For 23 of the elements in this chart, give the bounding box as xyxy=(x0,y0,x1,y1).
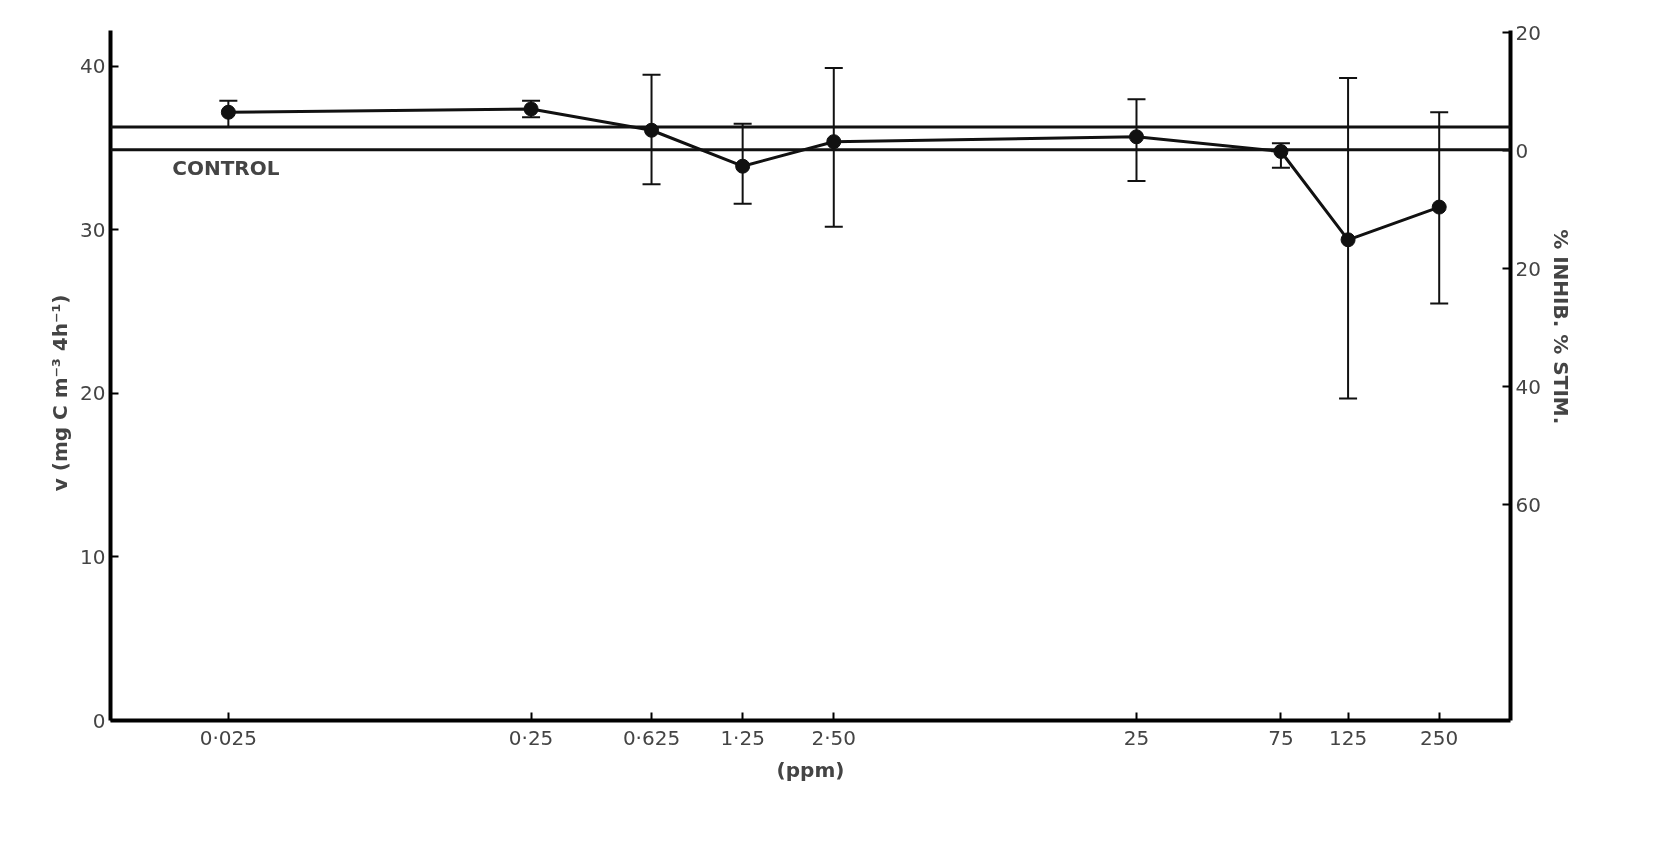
y-tick-label: 10 xyxy=(80,544,106,569)
ref-line-label: CONTROL xyxy=(172,155,280,180)
y-tick-label: 40 xyxy=(80,54,106,79)
x-tick-label: 0·625 xyxy=(622,725,681,750)
x-tick-label: 75 xyxy=(1268,725,1294,750)
y2-tick-label: 0 xyxy=(1515,138,1529,163)
y2-tick-label: 20 xyxy=(1515,256,1541,281)
x-tick-label: 2·50 xyxy=(811,725,857,750)
y2-axis-title: % INHIB. % STIM. xyxy=(1548,229,1573,425)
x-tick-label: 25 xyxy=(1123,725,1150,750)
x-tick-label: 0·25 xyxy=(508,725,554,750)
y-tick-label: 0 xyxy=(92,708,106,733)
x-tick-label: 0·025 xyxy=(199,725,257,750)
y-axis-title: v (mg C m⁻³ 4h⁻¹) xyxy=(48,294,73,492)
y2-tick-label: 60 xyxy=(1515,492,1541,517)
x-tick-label: 250 xyxy=(1420,725,1459,750)
x-tick-label: 125 xyxy=(1328,725,1368,750)
x-tick-label: 1·25 xyxy=(720,725,765,750)
y2-tick-label: 20 xyxy=(1515,20,1541,45)
x-axis-title: (ppm) xyxy=(776,757,845,782)
y-tick-label: 30 xyxy=(80,217,106,242)
y-tick-label: 20 xyxy=(80,381,106,406)
y2-tick-label: 40 xyxy=(1515,374,1541,399)
